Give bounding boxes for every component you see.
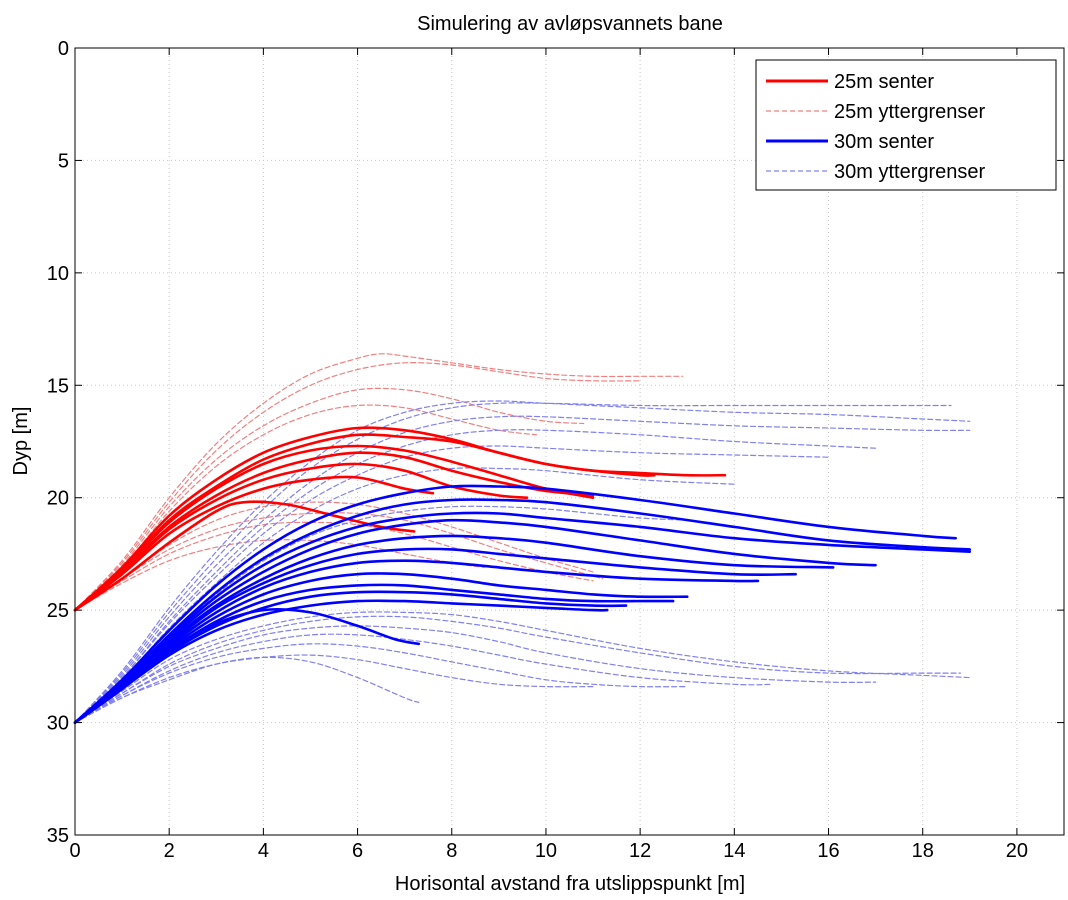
x-tick-label: 12 bbox=[629, 840, 651, 862]
x-tick-label: 6 bbox=[352, 840, 363, 862]
series-line-25m-senter bbox=[73, 426, 656, 612]
legend-label: 30m yttergrenser bbox=[834, 161, 986, 183]
y-axis-label: Dyp [m] bbox=[10, 407, 32, 476]
x-tick-label: 0 bbox=[69, 840, 80, 862]
series-line-25m-senter bbox=[73, 475, 435, 612]
series-line-30m-yttergrenser bbox=[74, 615, 961, 724]
y-axis-ticks: 0 5 10 15 20 25 30 35 bbox=[47, 38, 1064, 847]
series-layer bbox=[73, 353, 972, 724]
series-line-30m-senter bbox=[73, 534, 835, 724]
series-line-30m-yttergrenser bbox=[74, 402, 952, 724]
y-tick-label: 25 bbox=[47, 600, 69, 622]
series-line-30m-yttergrenser bbox=[74, 643, 688, 724]
x-tick-label: 16 bbox=[817, 840, 839, 862]
series-line-30m-yttergrenser bbox=[74, 445, 830, 724]
series-line-30m-yttergrenser bbox=[74, 654, 594, 724]
y-tick-label: 35 bbox=[47, 825, 69, 847]
x-tick-label: 20 bbox=[1006, 840, 1028, 862]
series-line-25m-senter bbox=[73, 444, 595, 612]
series-line-30m-senter bbox=[73, 608, 421, 724]
series-line-25m-senter bbox=[73, 462, 529, 612]
legend-label: 30m senter bbox=[834, 131, 934, 153]
y-tick-label: 20 bbox=[47, 488, 69, 510]
series-line-30m-senter bbox=[73, 518, 877, 724]
series-line-30m-yttergrenser bbox=[74, 467, 735, 724]
series-line-30m-senter bbox=[73, 599, 609, 724]
x-tick-label: 2 bbox=[164, 840, 175, 862]
chart-title: Simulering av avløpsvannets bane bbox=[417, 13, 723, 35]
series-line-30m-senter bbox=[73, 547, 797, 724]
y-tick-label: 15 bbox=[47, 375, 69, 397]
series-line-25m-yttergrenser bbox=[74, 353, 684, 611]
series-line-30m-senter bbox=[73, 498, 972, 724]
series-line-30m-senter bbox=[73, 484, 957, 724]
series-line-25m-senter bbox=[73, 451, 595, 612]
series-line-30m-senter bbox=[73, 559, 760, 724]
legend-label: 25m yttergrenser bbox=[834, 101, 986, 123]
series-line-30m-yttergrenser bbox=[74, 429, 877, 724]
series-line-25m-senter bbox=[73, 433, 727, 612]
series-line-30m-senter bbox=[73, 511, 972, 724]
plot-frame bbox=[74, 47, 1065, 836]
x-tick-label: 14 bbox=[723, 840, 745, 862]
series-line-30m-senter bbox=[73, 572, 689, 724]
x-tick-label: 8 bbox=[446, 840, 457, 862]
x-tick-label: 10 bbox=[535, 840, 557, 862]
series-line-25m-yttergrenser bbox=[74, 362, 641, 611]
series-line-25m-yttergrenser bbox=[74, 404, 538, 611]
series-line-25m-yttergrenser bbox=[74, 501, 594, 611]
series-line-30m-yttergrenser bbox=[74, 625, 877, 724]
series-line-25m-yttergrenser bbox=[74, 539, 486, 611]
legend-label: 25m senter bbox=[834, 71, 934, 93]
legend: 25m senter 25m yttergrenser 30m senter 30m … bbox=[755, 59, 1057, 191]
x-axis-label: Horisontal avstand fra utslippspunkt [m] bbox=[395, 873, 745, 895]
series-line-25m-yttergrenser bbox=[74, 521, 594, 611]
y-tick-label: 30 bbox=[47, 713, 69, 735]
y-tick-label: 5 bbox=[58, 150, 69, 172]
series-line-30m-yttergrenser bbox=[74, 400, 971, 724]
y-tick-label: 10 bbox=[47, 263, 69, 285]
series-line-30m-yttergrenser bbox=[74, 611, 971, 724]
x-axis-ticks: 0 2 4 6 8 10 12 14 16 18 20 bbox=[69, 48, 1028, 862]
series-line-25m-yttergrenser bbox=[74, 387, 585, 611]
series-line-30m-yttergrenser bbox=[74, 656, 420, 724]
series-line-30m-senter bbox=[73, 590, 628, 724]
series-line-30m-yttergrenser bbox=[74, 415, 971, 724]
x-tick-label: 18 bbox=[912, 840, 934, 862]
x-tick-label: 4 bbox=[258, 840, 269, 862]
y-tick-label: 0 bbox=[58, 38, 69, 60]
